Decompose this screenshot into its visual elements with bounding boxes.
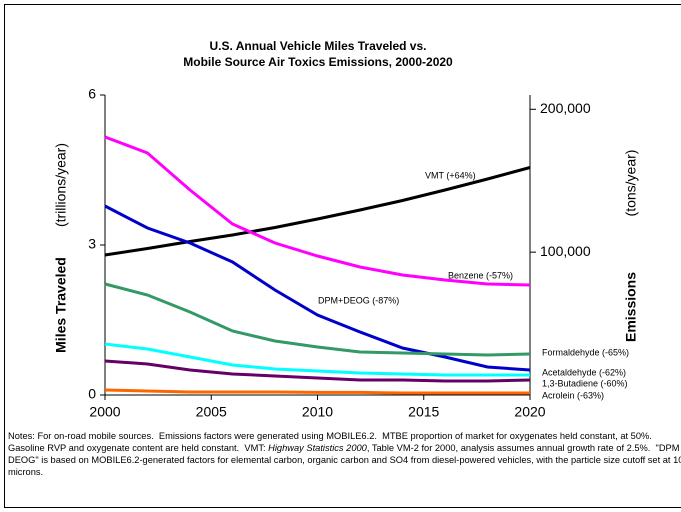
series-label: Benzene (-57%)	[448, 270, 513, 280]
x-tick-label: 2015	[408, 404, 439, 420]
series-line	[104, 388, 530, 395]
x-tick-label: 2005	[196, 404, 227, 420]
y2-axis-label: Emissions	[623, 272, 639, 342]
series-line	[104, 359, 531, 383]
y-tick-label: 3	[88, 236, 96, 252]
note-text: Notes: For on-road mobile sources. Emiss…	[8, 431, 658, 453]
chart: U.S. Annual Vehicle Miles Traveled vs. M…	[53, 39, 639, 420]
series-line	[104, 204, 531, 372]
y-axis-label: (trillions/year)	[53, 143, 69, 227]
notes: Notes: For on-road mobile sources. Emiss…	[8, 430, 681, 478]
series-line	[104, 166, 531, 257]
frame	[4, 4, 681, 508]
series-label: VMT (+64%)	[425, 170, 476, 180]
series-label: 1,3-Butadiene (-60%)	[542, 378, 628, 388]
note-text: , Table VM-2 for 2000, analysis assumes …	[8, 443, 681, 477]
series-line	[104, 342, 530, 377]
series-label: Acetaldehyde (-62%)	[542, 367, 626, 377]
series-label: Acrolein (-63%)	[542, 390, 604, 400]
series-line	[104, 135, 531, 287]
chart-title: Mobile Source Air Toxics Emissions, 2000…	[183, 55, 453, 69]
x-tick-label: 2010	[302, 404, 333, 420]
note-text: Highway Statistics 2000	[268, 443, 367, 453]
y2-tick-label: 100,000	[540, 243, 591, 259]
y-axis-label: Miles Traveled	[53, 257, 69, 353]
series-line	[104, 282, 531, 357]
y-tick-label: 0	[88, 386, 96, 402]
x-tick-label: 2000	[89, 404, 120, 420]
series-label: Formaldehyde (-65%)	[542, 347, 629, 357]
chart-title: U.S. Annual Vehicle Miles Traveled vs.	[210, 39, 427, 53]
y-tick-label: 6	[88, 86, 96, 102]
x-tick-label: 2020	[514, 404, 545, 420]
y2-tick-label: 200,000	[540, 100, 591, 116]
series-label: DPM+DEOG (-87%)	[318, 295, 399, 305]
y2-axis-label: (tons/year)	[623, 150, 639, 217]
